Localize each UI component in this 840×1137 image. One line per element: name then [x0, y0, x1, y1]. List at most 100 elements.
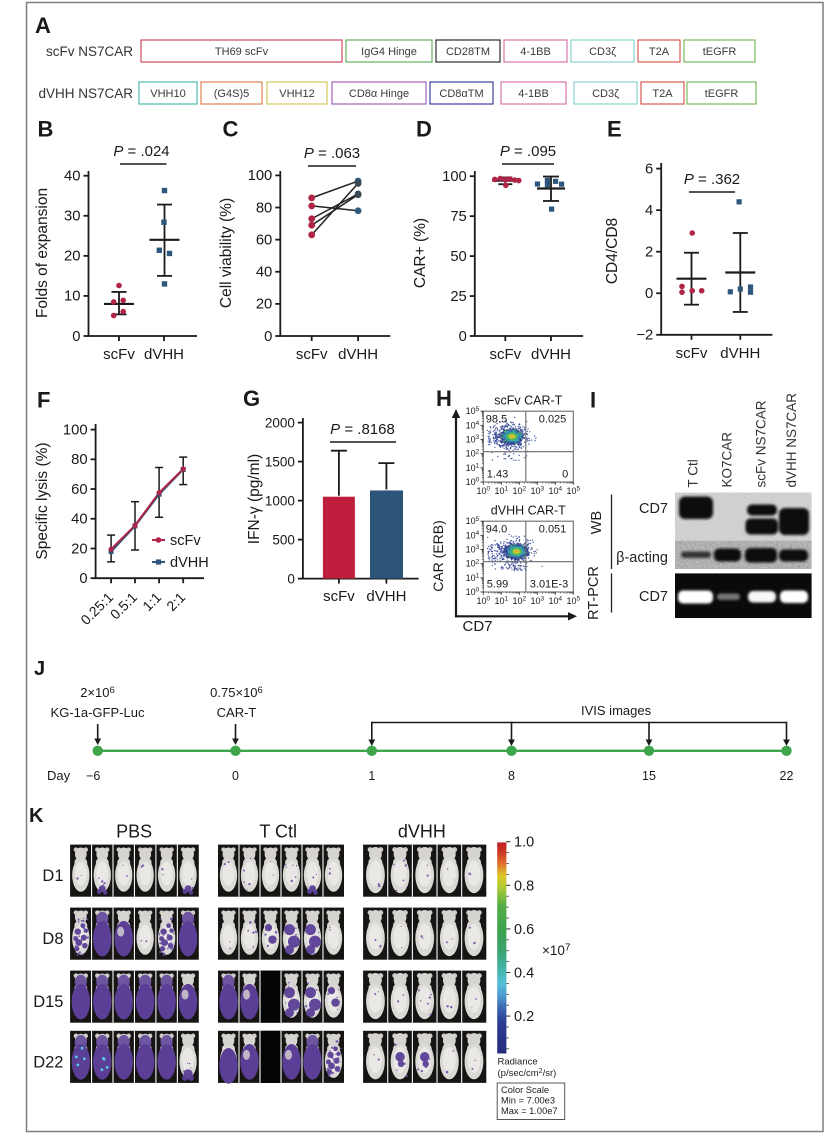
svg-text:scFv NS7CAR: scFv NS7CAR — [754, 400, 769, 487]
svg-text:104: 104 — [466, 530, 480, 540]
svg-text:0.8: 0.8 — [514, 878, 534, 894]
svg-text:1000: 1000 — [265, 493, 295, 508]
svg-text:E: E — [607, 117, 622, 142]
svg-text:Day: Day — [47, 768, 71, 783]
svg-text:−2: −2 — [636, 328, 653, 344]
svg-text:D1: D1 — [42, 867, 63, 885]
svg-text:105: 105 — [466, 516, 480, 526]
svg-text:5.99: 5.99 — [487, 579, 508, 591]
svg-text:Min = 7.00e3: Min = 7.00e3 — [501, 1096, 555, 1106]
svg-text:scFv: scFv — [676, 345, 708, 362]
svg-text:100: 100 — [476, 486, 490, 496]
svg-text:0: 0 — [264, 329, 272, 345]
svg-text:A: A — [35, 13, 51, 38]
svg-text:RT-PCR: RT-PCR — [586, 566, 602, 620]
svg-text:15: 15 — [642, 769, 656, 783]
svg-text:40: 40 — [71, 512, 87, 528]
svg-text:4-1BB: 4-1BB — [520, 46, 551, 58]
svg-text:tEGFR: tEGFR — [703, 46, 737, 58]
svg-text:IgG4 Hinge: IgG4 Hinge — [361, 46, 417, 58]
svg-text:0.2: 0.2 — [514, 1009, 534, 1025]
svg-text:102: 102 — [512, 486, 526, 496]
svg-text:dVHH: dVHH — [531, 346, 571, 363]
svg-text:β-acting: β-acting — [616, 550, 668, 566]
svg-text:98.5: 98.5 — [486, 414, 507, 426]
svg-text:2×106: 2×106 — [80, 685, 115, 700]
svg-text:3.01E-3: 3.01E-3 — [530, 579, 569, 591]
svg-text:scFv: scFv — [489, 346, 521, 363]
svg-text:P = .362: P = .362 — [684, 171, 740, 188]
svg-text:dVHH: dVHH — [338, 346, 378, 363]
svg-text:40: 40 — [64, 169, 80, 185]
svg-text:H: H — [436, 386, 452, 411]
svg-text:6: 6 — [645, 161, 653, 177]
svg-text:4: 4 — [645, 203, 653, 219]
svg-text:P = .095: P = .095 — [500, 143, 556, 160]
svg-text:1.43: 1.43 — [487, 469, 508, 481]
svg-text:100: 100 — [466, 587, 480, 597]
svg-text:100: 100 — [466, 477, 480, 487]
svg-text:0: 0 — [287, 571, 295, 586]
svg-text:TH69 scFv: TH69 scFv — [215, 46, 269, 58]
svg-text:CD28TM: CD28TM — [446, 46, 490, 58]
svg-text:scFv: scFv — [170, 533, 201, 549]
svg-text:scFv: scFv — [323, 588, 355, 605]
svg-text:Folds of expansion: Folds of expansion — [34, 188, 51, 318]
svg-text:P = .024: P = .024 — [113, 143, 169, 160]
svg-text:30: 30 — [64, 209, 80, 225]
svg-text:scFv: scFv — [103, 346, 135, 363]
svg-text:0: 0 — [79, 571, 87, 587]
svg-text:D15: D15 — [33, 993, 63, 1011]
svg-text:60: 60 — [71, 482, 87, 498]
svg-text:80: 80 — [256, 200, 272, 216]
svg-text:dVHH NS7CAR: dVHH NS7CAR — [784, 393, 799, 488]
svg-text:102: 102 — [466, 558, 480, 568]
svg-text:J: J — [34, 658, 45, 680]
svg-text:101: 101 — [494, 486, 508, 496]
svg-text:Cell viability (%): Cell viability (%) — [218, 198, 235, 308]
svg-text:0: 0 — [562, 469, 568, 481]
svg-text:CAR (ERB): CAR (ERB) — [430, 520, 446, 592]
svg-text:0: 0 — [232, 769, 239, 783]
svg-text:104: 104 — [466, 420, 480, 430]
svg-text:B: B — [38, 117, 54, 142]
svg-text:T2A: T2A — [652, 88, 673, 100]
svg-text:IFN-γ (pg/ml): IFN-γ (pg/ml) — [246, 454, 263, 544]
svg-text:60: 60 — [256, 232, 272, 248]
svg-text:103: 103 — [466, 544, 480, 554]
svg-text:P = .8168: P = .8168 — [330, 421, 395, 438]
svg-text:105: 105 — [566, 486, 580, 496]
svg-text:100: 100 — [63, 422, 88, 438]
svg-text:VHH10: VHH10 — [150, 88, 185, 100]
svg-text:P = .063: P = .063 — [304, 145, 360, 162]
svg-text:0: 0 — [645, 286, 653, 302]
svg-text:20: 20 — [64, 249, 80, 265]
svg-text:T2A: T2A — [649, 46, 670, 58]
svg-text:KO7CAR: KO7CAR — [720, 432, 735, 488]
svg-text:−6: −6 — [86, 769, 100, 783]
svg-text:IVIS images: IVIS images — [581, 703, 652, 718]
svg-text:K: K — [29, 805, 44, 827]
svg-text:100: 100 — [248, 168, 273, 184]
svg-text:CAR-T: CAR-T — [217, 705, 257, 720]
svg-text:2: 2 — [645, 245, 653, 261]
svg-text:scFv CAR-T: scFv CAR-T — [494, 394, 562, 408]
svg-text:T Ctl: T Ctl — [686, 459, 701, 487]
svg-text:104: 104 — [548, 486, 562, 496]
svg-text:25: 25 — [450, 289, 466, 305]
svg-text:0.5:1: 0.5:1 — [107, 589, 140, 622]
svg-text:D8: D8 — [42, 930, 63, 948]
svg-text:dVHH: dVHH — [144, 346, 184, 363]
svg-text:PBS: PBS — [116, 822, 152, 842]
svg-text:C: C — [223, 117, 239, 142]
svg-text:1500: 1500 — [265, 454, 295, 469]
svg-text:CD3ζ: CD3ζ — [589, 46, 616, 58]
svg-text:40: 40 — [256, 265, 272, 281]
svg-text:dVHH: dVHH — [366, 588, 406, 605]
svg-text:CD7: CD7 — [639, 501, 668, 517]
svg-text:1: 1 — [368, 769, 375, 783]
svg-text:CD8α Hinge: CD8α Hinge — [349, 88, 409, 100]
svg-text:CD3ζ: CD3ζ — [592, 88, 619, 100]
svg-text:8: 8 — [508, 769, 515, 783]
svg-text:10: 10 — [64, 289, 80, 305]
